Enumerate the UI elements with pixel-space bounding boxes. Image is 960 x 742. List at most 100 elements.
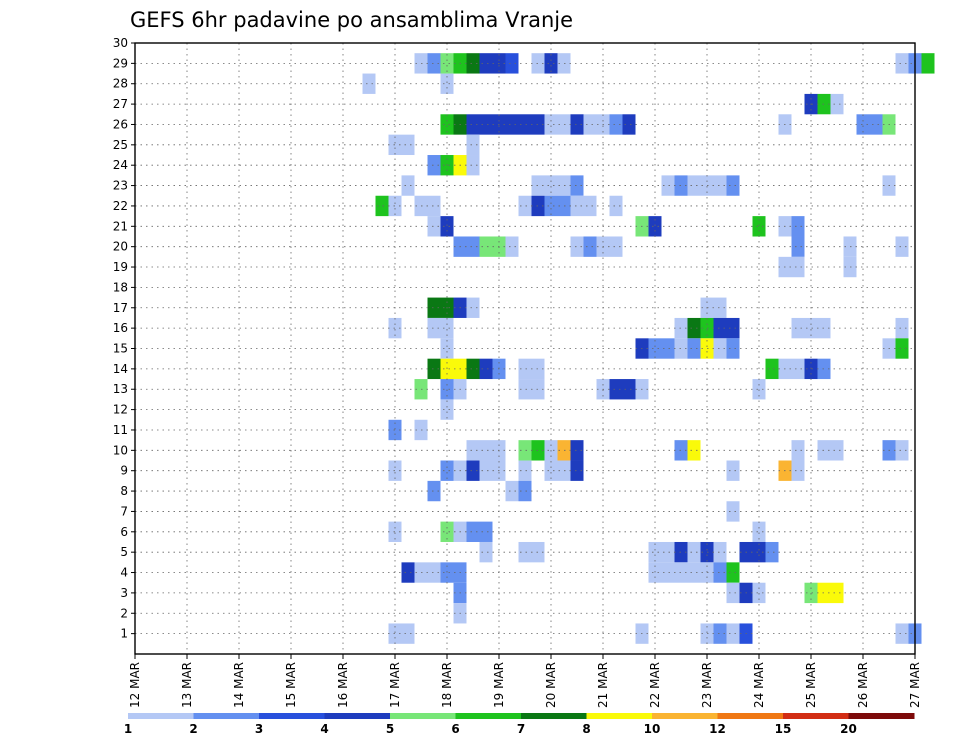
heatmap-cell [427,195,441,217]
y-tick-label: 19 [113,260,128,274]
heatmap-cell [505,53,519,74]
legend-label: 15 [775,722,792,736]
heatmap-cell [713,317,727,339]
legend-color-swatch [848,713,915,719]
heatmap-cell [479,236,493,257]
heatmap-cell [427,480,441,502]
heatmap-cell [791,236,805,257]
y-tick-label: 30 [113,36,128,50]
legend-color-swatch [128,713,194,719]
x-tick-label: 19 MAR [492,662,506,708]
heatmap-cell [765,358,779,380]
legend-color-swatch [193,713,260,719]
heatmap-cell [752,379,766,400]
x-tick-label: 24 MAR [752,662,766,708]
legend-color-swatch [390,713,456,719]
legend-color-swatch [783,713,849,719]
heatmap-cell [661,562,675,583]
heatmap-cell [466,460,480,481]
heatmap-cell [518,440,532,461]
heatmap-cell [648,216,662,237]
legend-color-swatch [259,713,325,719]
heatmap-cell [713,623,727,644]
heatmap-cell [713,541,727,563]
heatmap-cell [466,155,480,176]
y-tick-label: 11 [113,423,128,437]
y-tick-label: 7 [120,504,128,518]
legend-label: 5 [386,722,394,736]
heatmap-cell [726,501,740,522]
heatmap-cell [505,236,519,257]
heatmap-cell [544,460,558,481]
legend-label: 2 [189,722,197,736]
heatmap-cell [570,195,584,217]
y-tick-label: 29 [113,56,128,70]
heatmap-cell [609,114,623,135]
legend-color-swatch [652,713,718,719]
x-tick-label: 23 MAR [700,662,714,708]
heatmap-cell [687,541,701,563]
heatmap-cell [583,195,597,217]
grid-lines [135,43,915,654]
y-tick-label: 5 [120,545,128,559]
heatmap-cell [752,216,766,237]
heatmap-cell [401,623,415,644]
heatmap-cell [466,236,480,257]
x-tick-label: 14 MAR [232,662,246,708]
x-tick-label: 12 MAR [128,662,142,708]
y-tick-label: 21 [113,219,128,233]
heatmap-cell [895,236,909,257]
heatmap-cell [544,53,558,74]
x-tick-label: 26 MAR [856,662,870,708]
heatmap-cell [791,440,805,461]
y-tick-label: 26 [113,117,128,131]
heatmap-cell [609,379,623,400]
heatmap-cell [544,175,558,196]
x-axis-ticks: 12 MAR 13 MAR 14 MAR 15 MAR 16 MAR 17 MAR 18 M… [128,654,922,708]
heatmap-cell [830,440,844,461]
heatmap-cell [609,195,623,217]
heatmap-cell [791,460,805,481]
x-tick-label: 21 MAR [596,662,610,708]
y-tick-label: 20 [113,240,128,254]
heatmap-cell [726,562,740,583]
heatmap-cell [570,440,584,461]
heatmap-cell [661,175,675,196]
heatmap-cell [440,562,454,583]
heatmap-cells [362,53,935,644]
heatmap-cell [427,155,441,176]
x-tick-label: 27 MAR [908,662,922,708]
y-tick-label: 24 [113,158,128,172]
heatmap-cell [622,379,636,400]
heatmap-cell [726,623,740,644]
heatmap-cell [752,582,766,604]
heatmap-cell [687,175,701,196]
x-tick-label: 18 MAR [440,662,454,708]
heatmap-cell [518,460,532,481]
y-tick-label: 25 [113,138,128,152]
legend-label: 3 [255,722,263,736]
y-tick-label: 12 [113,403,128,417]
heatmap-cell [401,562,415,583]
y-tick-label: 3 [120,586,128,600]
y-tick-label: 2 [120,606,128,620]
heatmap-cell [440,73,454,94]
heatmap-cell [830,93,844,115]
legend-color-swatch [455,713,522,719]
heatmap-cell [466,53,480,74]
heatmap-cell [687,317,701,339]
heatmap-cell [427,562,441,583]
legend-label: 10 [644,722,661,736]
y-tick-label: 10 [113,443,128,457]
x-tick-label: 17 MAR [388,662,402,708]
heatmap-cell [375,195,389,217]
y-axis-ticks: 1234567891011121314151617181920212223242… [113,36,135,641]
legend-color-swatch [324,713,391,719]
heatmap-cell [518,379,532,400]
y-tick-label: 27 [113,97,128,111]
heatmap-cell [544,195,558,217]
heatmap-cell [427,358,441,380]
heatmap-cell [570,236,584,257]
heatmap-cell [440,338,454,359]
